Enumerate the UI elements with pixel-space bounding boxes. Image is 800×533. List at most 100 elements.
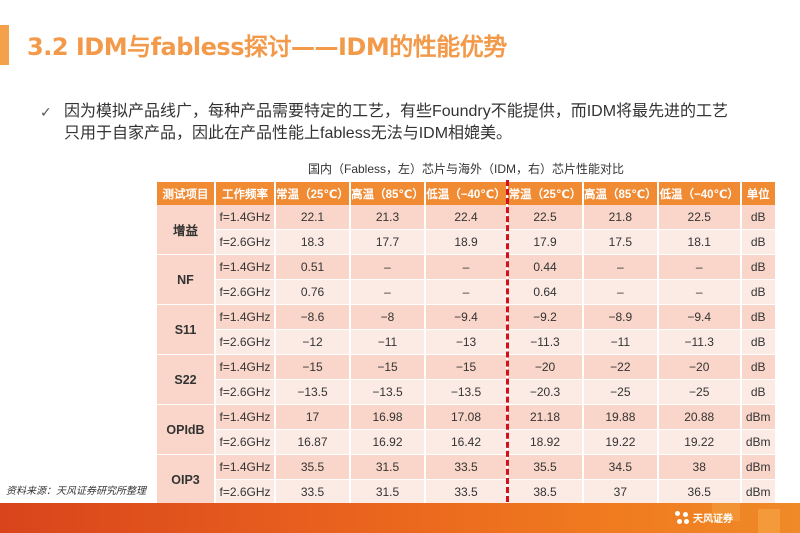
test-item-cell: OIP3 xyxy=(157,454,216,505)
frequency-cell: f=2.6GHz xyxy=(215,379,276,405)
fabless-value-cell: 31.5 xyxy=(350,479,426,505)
idm-value-cell: 0.44 xyxy=(507,254,584,280)
idm-value-cell: 21.18 xyxy=(507,404,584,430)
page-title: 3.2 IDM与fabless探讨——IDM的性能优势 xyxy=(27,33,507,61)
source-note: 资料来源：天风证券研究所整理 xyxy=(6,486,146,497)
idm-value-cell: 22.5 xyxy=(507,205,584,230)
idm-value-cell: −20 xyxy=(657,354,742,380)
frequency-cell: f=1.4GHz xyxy=(215,454,276,480)
fabless-value-cell: −13 xyxy=(425,329,508,355)
unit-cell: dB xyxy=(740,279,777,305)
idm-value-cell: −9.4 xyxy=(657,304,742,330)
idm-value-cell: 17.5 xyxy=(583,229,659,255)
header-test-item: 测试项目 xyxy=(157,182,216,205)
header-fabless-85c: 高温（85℃） xyxy=(350,182,426,205)
table-row: f=2.6GHz 18.3 17.7 18.9 17.9 17.5 18.1 dB xyxy=(157,229,777,255)
table-row: 增益 f=1.4GHz 22.1 21.3 22.4 22.5 21.8 22.5 dB xyxy=(157,205,777,255)
unit-cell: dB xyxy=(740,229,777,255)
table-caption: 国内（Fabless，左）芯片与海外（IDM，右）芯片性能对比 xyxy=(307,162,624,176)
idm-value-cell: 22.5 xyxy=(657,205,742,230)
unit-cell: dB xyxy=(740,379,777,405)
idm-value-cell: 19.22 xyxy=(583,429,659,455)
unit-cell: dB xyxy=(740,205,777,230)
frequency-cell: f=2.6GHz xyxy=(215,229,276,255)
idm-value-cell: −25 xyxy=(657,379,742,405)
test-item-cell: NF xyxy=(157,254,216,305)
idm-value-cell: 20.88 xyxy=(657,404,742,430)
fabless-value-cell: 31.5 xyxy=(350,454,426,480)
table-row: NF f=1.4GHz 0.51– –0.44– – dB xyxy=(157,254,777,305)
unit-cell: dBm xyxy=(740,454,777,480)
fabless-value-cell: 33.5 xyxy=(425,454,508,480)
fabless-value-cell: 22.1 xyxy=(275,205,351,230)
idm-value-cell: – xyxy=(657,254,742,280)
table-row: f=2.6GHz −13.5 −13.5 −13.5 −20.3 −25 −25 dB xyxy=(157,379,777,405)
footer-decor-square xyxy=(758,509,780,533)
idm-value-cell: −20.3 xyxy=(507,379,584,405)
fabless-value-cell: −15 xyxy=(275,354,351,380)
table-row: OPIdB f=1.4GHz 17 16.98 17.08 21.18 19.88 20.88… xyxy=(157,404,777,455)
bullet-point: ✓ 因为模拟产品线广，每种产品需要特定的工艺，有些Foundry不能提供，而ID… xyxy=(40,101,730,145)
idm-value-cell: – xyxy=(583,279,659,305)
idm-value-cell: 18.92 xyxy=(507,429,584,455)
idm-value-cell: 37 xyxy=(583,479,659,505)
fabless-value-cell: 18.3 xyxy=(275,229,351,255)
frequency-cell: f=2.6GHz xyxy=(215,279,276,305)
idm-value-cell: −22 xyxy=(583,354,659,380)
idm-value-cell: 38.5 xyxy=(507,479,584,505)
test-item-cell: S11 xyxy=(157,304,216,355)
header-unit: 单位 xyxy=(740,182,777,205)
fabless-value-cell: −15 xyxy=(350,354,426,380)
title-accent-bar xyxy=(0,25,9,65)
fabless-value-cell: – xyxy=(350,279,426,305)
comparison-table: 测试项目 工作频率 常温（25℃） 高温（85℃） 低温（−40℃） 常温（25… xyxy=(157,182,777,505)
flower-logo-icon xyxy=(675,510,689,525)
test-item-cell: 增益 xyxy=(157,205,216,255)
fabless-value-cell: −15 xyxy=(425,354,508,380)
frequency-cell: f=1.4GHz xyxy=(215,304,276,330)
idm-value-cell: −11.3 xyxy=(507,329,584,355)
fabless-value-cell: 17.08 xyxy=(425,404,508,430)
fabless-value-cell: 0.76 xyxy=(275,279,351,305)
header-frequency: 工作频率 xyxy=(215,182,276,205)
brand-name: 天风证券 xyxy=(693,514,733,525)
fabless-value-cell: 17 xyxy=(275,404,351,430)
table-row: S22 f=1.4GHz −15 −15 −15 −20 −22 −20 dB xyxy=(157,354,777,405)
fabless-value-cell: −13.5 xyxy=(425,379,508,405)
unit-cell: dB xyxy=(740,354,777,380)
idm-value-cell: 19.22 xyxy=(657,429,742,455)
frequency-cell: f=1.4GHz xyxy=(215,404,276,430)
idm-value-cell: −9.2 xyxy=(507,304,584,330)
fabless-value-cell: 17.7 xyxy=(350,229,426,255)
test-item-cell: OPIdB xyxy=(157,404,216,455)
fabless-value-cell: 21.3 xyxy=(350,205,426,230)
test-item-cell: S22 xyxy=(157,354,216,405)
idm-value-cell: 0.64 xyxy=(507,279,584,305)
fabless-value-cell: −8 xyxy=(350,304,426,330)
fabless-value-cell: 16.92 xyxy=(350,429,426,455)
table-row: OIP3 f=1.4GHz 35.5 31.5 33.5 35.5 34.5 38 dBm xyxy=(157,454,777,505)
fabless-value-cell: – xyxy=(425,279,508,305)
unit-cell: dB xyxy=(740,329,777,355)
header-fabless-25c: 常温（25℃） xyxy=(275,182,351,205)
idm-value-cell: −20 xyxy=(507,354,584,380)
frequency-cell: f=2.6GHz xyxy=(215,329,276,355)
idm-value-cell: −8.9 xyxy=(583,304,659,330)
table-header-row: 测试项目 工作频率 常温（25℃） 高温（85℃） 低温（−40℃） 常温（25… xyxy=(157,182,777,205)
idm-value-cell: 17.9 xyxy=(507,229,584,255)
idm-value-cell: 18.1 xyxy=(657,229,742,255)
footer-bar: 天风证券 xyxy=(0,503,800,533)
fabless-value-cell: 33.5 xyxy=(425,479,508,505)
idm-value-cell: 19.88 xyxy=(583,404,659,430)
header-idm-25c: 常温（25℃） xyxy=(507,182,584,205)
header-idm-minus40c: 低温（−40℃） xyxy=(657,182,742,205)
fabless-value-cell: −13.5 xyxy=(350,379,426,405)
idm-value-cell: 38 xyxy=(657,454,742,480)
fabless-value-cell: −13.5 xyxy=(275,379,351,405)
fabless-value-cell: 0.51 xyxy=(275,254,351,280)
idm-value-cell: −11 xyxy=(583,329,659,355)
fabless-value-cell: 16.42 xyxy=(425,429,508,455)
fabless-value-cell: 18.9 xyxy=(425,229,508,255)
idm-value-cell: −11.3 xyxy=(657,329,742,355)
frequency-cell: f=1.4GHz xyxy=(215,205,276,230)
